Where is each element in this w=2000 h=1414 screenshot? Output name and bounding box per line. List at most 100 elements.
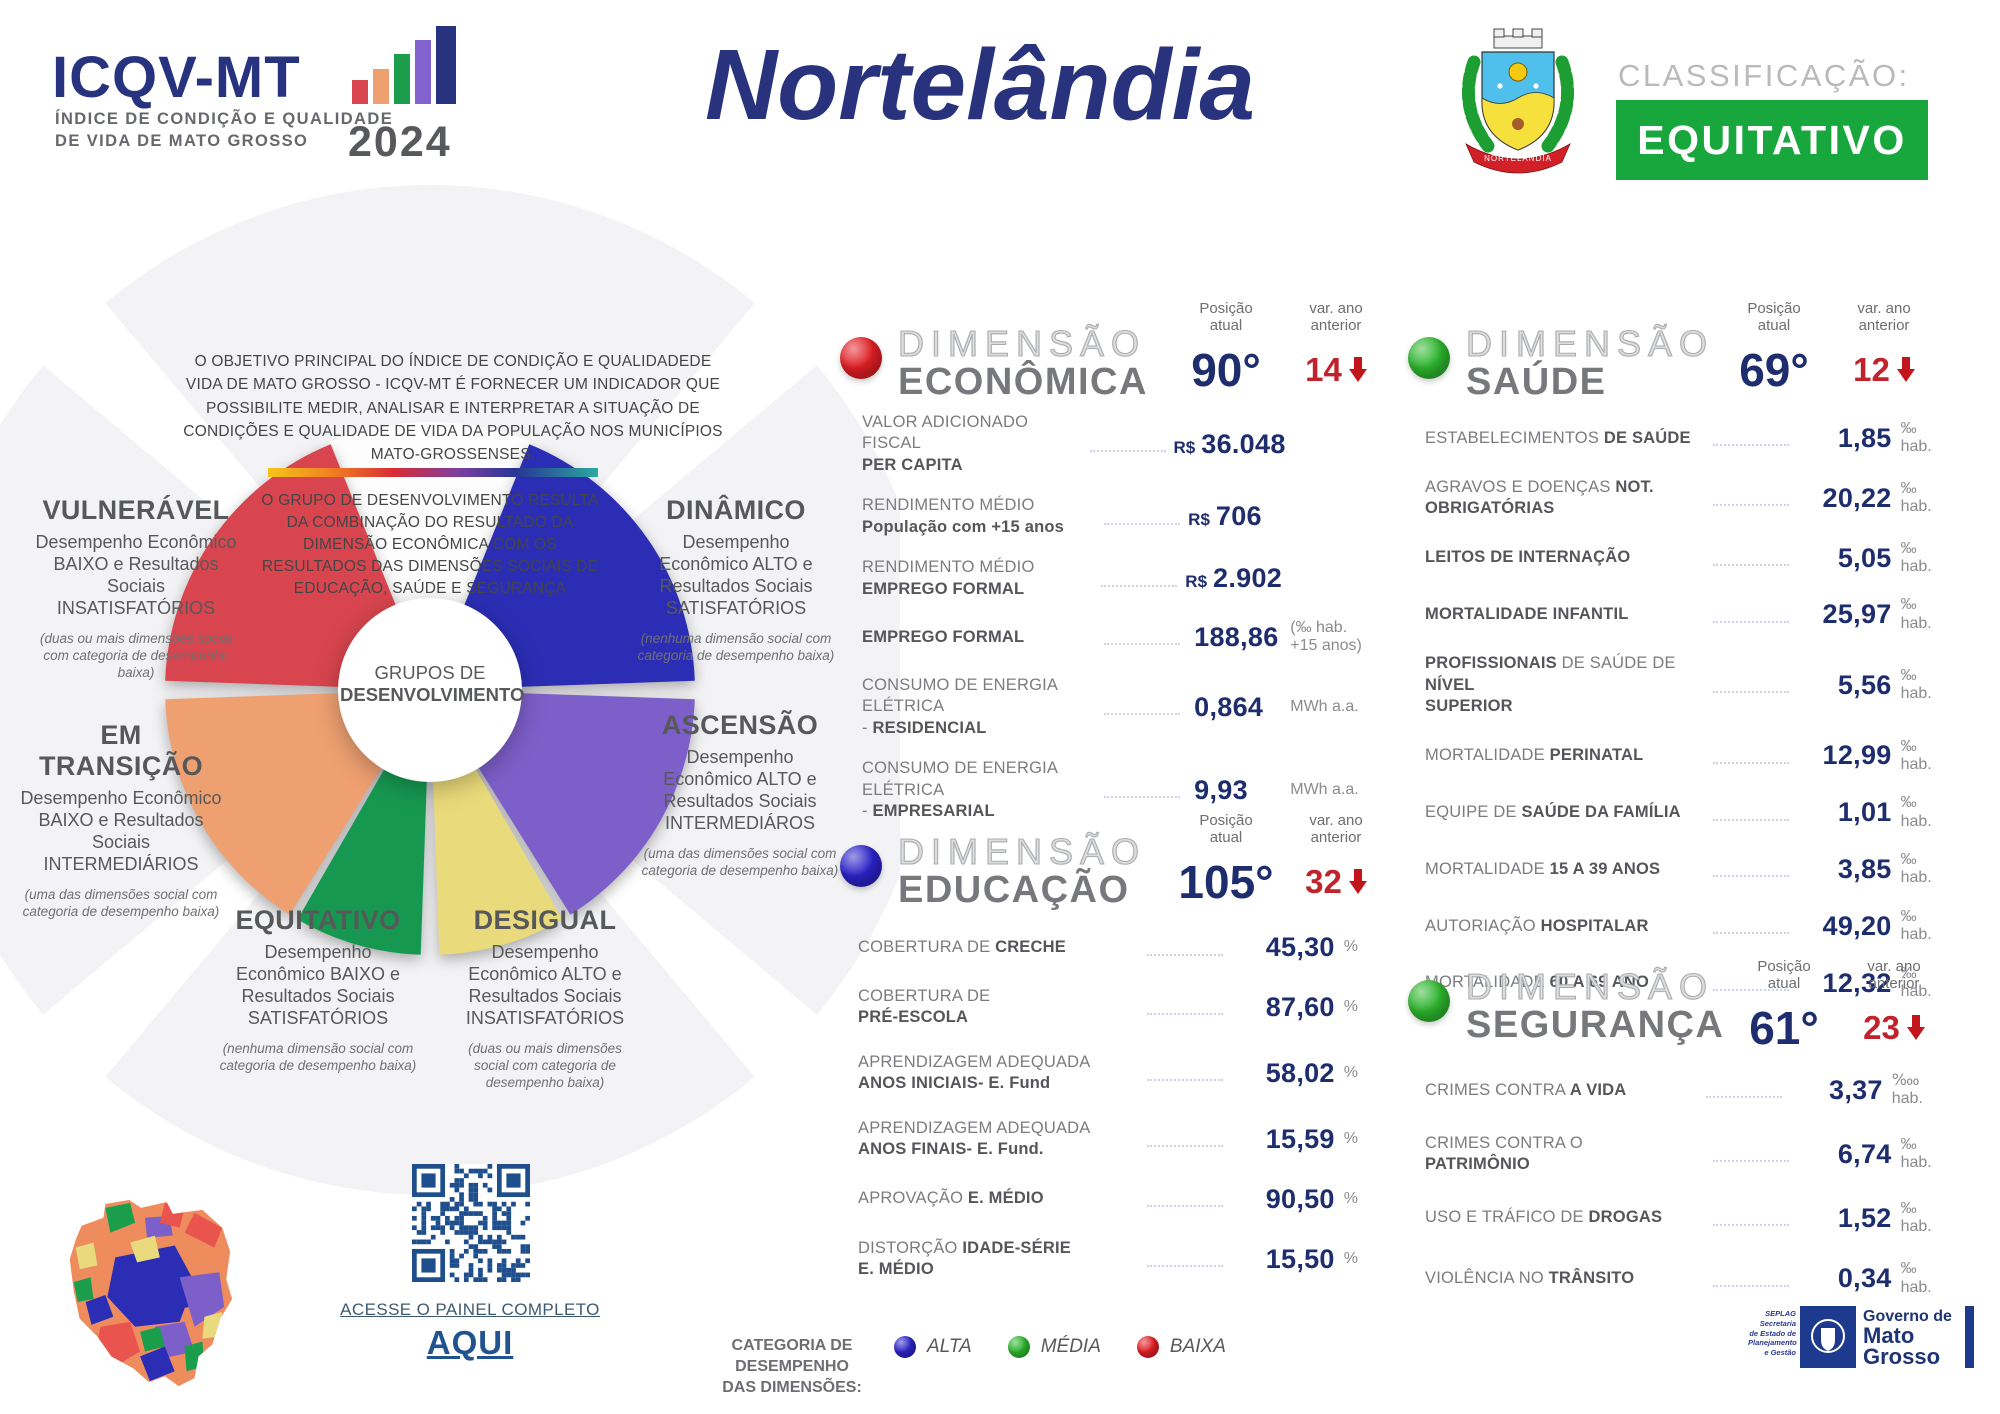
bar-chart-icon: [352, 26, 456, 104]
indicator-value: 6,74: [1837, 1138, 1892, 1169]
group-note: (nenhuma dimensão social com categoria d…: [637, 630, 835, 664]
indicator-value: 15,59: [1265, 1123, 1335, 1154]
dotted-leader: [1146, 1205, 1223, 1208]
variation-label: var. ano anterior: [1857, 300, 1911, 335]
municipal-coat-of-arms: NORTELÂNDIA: [1462, 28, 1574, 174]
indicator-label: MORTALIDADE 60 A 69 ANO: [1425, 973, 1650, 992]
access-panel-link[interactable]: ACESSE O PAINEL COMPLETO: [340, 1300, 600, 1319]
group-ascensao: ASCENSÃO Desempenho Econômico ALTO e Res…: [640, 710, 840, 879]
indicator-label: EQUIPE DE SAÚDE DA FAMÍLIA: [1425, 802, 1681, 821]
indicator-label: RENDIMENTO MÉDIO População com +15 anos: [862, 496, 1065, 536]
group-desigual: DESIGUAL Desempenho Econômico ALTO e Res…: [450, 905, 640, 1092]
dimension-seguranca-header: DIMENSÃO SEGURANÇA: [1408, 967, 1724, 1046]
access-panel-aqui-link[interactable]: AQUI: [426, 1324, 514, 1361]
dotted-leader: [1712, 564, 1789, 567]
variation-label: var. ano anterior: [1309, 300, 1363, 335]
position-label: Posição atual: [1199, 812, 1253, 847]
seguranca-position: 61°: [1749, 1001, 1819, 1054]
indicator-label: COBERTURA DE PRÉ-ESCOLA: [858, 987, 991, 1027]
indicator-unit: ‰ hab.: [1900, 1199, 1932, 1236]
legend-dot-icon: [894, 1336, 916, 1358]
down-arrow-icon: [1906, 1014, 1925, 1041]
dotted-leader: [1712, 932, 1789, 935]
qr-code[interactable]: [412, 1164, 532, 1284]
educacao-position: 105°: [1178, 855, 1274, 908]
development-groups-wheel: [0, 185, 900, 1195]
indicator-unit: (‰ hab. +15 anos): [1290, 619, 1362, 655]
indicator-label: MORTALIDADE 15 A 39 ANOS: [1425, 859, 1661, 878]
dimension-economica-header: DIMENSÃO ECONÔMICA: [840, 323, 1148, 403]
indicator-row: CONSUMO DE ENERGIA ELÉTRICA - EMPRESARIA…: [862, 758, 1362, 822]
indicator-unit: ‰ hab.: [1900, 479, 1932, 516]
indicator-row: COBERTURA DE CRECHE 45,30 %: [858, 932, 1358, 963]
indicator-unit: ‰ hab.: [1900, 794, 1932, 830]
edition-year: 2024: [348, 118, 452, 166]
indicator-unit: %: [1343, 998, 1358, 1016]
indicator-label: MORTALIDADE INFANTIL: [1425, 605, 1629, 624]
economica-indicators: VALOR ADICIONADO FISCAL PER CAPITA R$ 36.…: [862, 412, 1362, 841]
indicator-label: MORTALIDADE PERINATAL: [1425, 746, 1644, 765]
indicator-row: ESTABELECIMENTOS DE SAÚDE 1,85 ‰ hab.: [1425, 420, 1945, 457]
indicator-value: 3,85: [1837, 853, 1892, 884]
indicator-unit: ‱ hab.: [1891, 1072, 1923, 1108]
dotted-leader: [1712, 818, 1789, 821]
dimension-name-economica: ECONÔMICA: [898, 360, 1148, 403]
legend-item: BAIXA: [1136, 1336, 1226, 1358]
dotted-leader: [1146, 1145, 1223, 1148]
indicator-value: 15,50: [1265, 1243, 1335, 1274]
group-name: DINÂMICO: [666, 495, 806, 525]
indicator-row: MORTALIDADE INFANTIL 25,97 ‰ hab.: [1425, 596, 1945, 633]
indicator-value: 1,85: [1837, 422, 1892, 453]
dotted-leader: [1712, 444, 1789, 447]
educacao-rank: Posição atual var. ano anterior 105° 32: [1178, 812, 1388, 909]
economica-position: 90°: [1191, 343, 1261, 396]
indicator-unit: ‰ hab.: [1900, 596, 1932, 632]
indicator-unit: %: [1343, 1129, 1358, 1147]
dotted-leader: [1146, 953, 1223, 956]
dimension-word: DIMENSÃO: [897, 831, 1147, 872]
saude-indicators: ESTABELECIMENTOS DE SAÚDE 1,85 ‰ hab. AG…: [1425, 420, 1945, 1021]
dotted-leader: [1712, 1224, 1789, 1227]
indicator-row: LEITOS DE INTERNAÇÃO 5,05 ‰ hab.: [1425, 540, 1945, 577]
down-arrow-icon: [1348, 868, 1367, 895]
economica-category-dot: [840, 337, 882, 379]
dotted-leader: [1712, 1160, 1789, 1163]
indicator-row: CRIMES CONTRA A VIDA 3,37 ‱ hab.: [1425, 1072, 1945, 1109]
group-note: (uma das dimensões social com categoria …: [641, 845, 839, 879]
indicator-value: 90,50: [1265, 1183, 1335, 1214]
indicator-value: 20,22: [1822, 482, 1892, 513]
economica-rank: Posição atual var. ano anterior 90° 14: [1178, 300, 1388, 397]
indicator-unit: ‰ hab.: [1900, 666, 1932, 703]
indicator-value: 0,34: [1837, 1263, 1892, 1294]
dotted-leader: [1706, 1096, 1783, 1099]
dotted-leader: [1104, 643, 1181, 646]
objective-paragraph: O OBJETIVO PRINCIPAL DO ÍNDICE DE CONDIÇ…: [183, 353, 723, 463]
indicator-value: 25,97: [1822, 599, 1892, 630]
indicator-row: APRENDIZAGEM ADEQUADA ANOS INICIAIS- E. …: [858, 1052, 1358, 1095]
indicator-row: AGRAVOS E DOENÇAS NOT. OBRIGATÓRIAS 20,2…: [1425, 477, 1945, 520]
legend-item: MÉDIA: [1007, 1336, 1101, 1358]
indicator-row: USO E TRÁFICO DE DROGAS 1,52 ‰ hab.: [1425, 1200, 1945, 1237]
indicator-label: AUTORIAÇÃO HOSPITALAR: [1425, 916, 1649, 935]
indicator-row: RENDIMENTO MÉDIO População com +15 anos …: [862, 495, 1362, 538]
indicator-unit: ‰ hab.: [1900, 420, 1932, 456]
indicator-row: MORTALIDADE PERINATAL 12,99 ‰ hab.: [1425, 738, 1945, 775]
indicator-label: CONSUMO DE ENERGIA ELÉTRICA - EMPRESARIA…: [862, 759, 1058, 821]
indicator-row: DISTORÇÃO IDADE-SÉRIE E. MÉDIO 15,50 %: [858, 1238, 1358, 1281]
dotted-leader: [1104, 522, 1181, 525]
group-name: ASCENSÃO: [661, 710, 819, 740]
saude-rank: Posição atual var. ano anterior 69° 12: [1726, 300, 1936, 397]
logo-divider-bar: [1964, 1306, 1974, 1368]
variation-label: var. ano anterior: [1309, 812, 1363, 847]
dotted-leader: [1712, 989, 1789, 992]
dotted-leader: [1101, 584, 1178, 587]
legend-dot-icon: [1136, 1336, 1159, 1358]
indicator-label: EMPREGO FORMAL: [862, 627, 1025, 646]
indicator-label: CRIMES CONTRA O PATRIMÔNIO: [1425, 1133, 1583, 1174]
educacao-variation: 32: [1284, 855, 1388, 909]
dimension-word: DIMENSÃO: [897, 323, 1147, 364]
dimension-name-saude: SAÚDE: [1466, 360, 1607, 403]
group-desc: Desempenho Econômico ALTO e Resultados S…: [465, 942, 625, 1028]
indicator-label: VIOLÊNCIA NO TRÂNSITO: [1425, 1269, 1635, 1288]
indicator-row: APROVAÇÃO E. MÉDIO 90,50 %: [858, 1184, 1358, 1215]
